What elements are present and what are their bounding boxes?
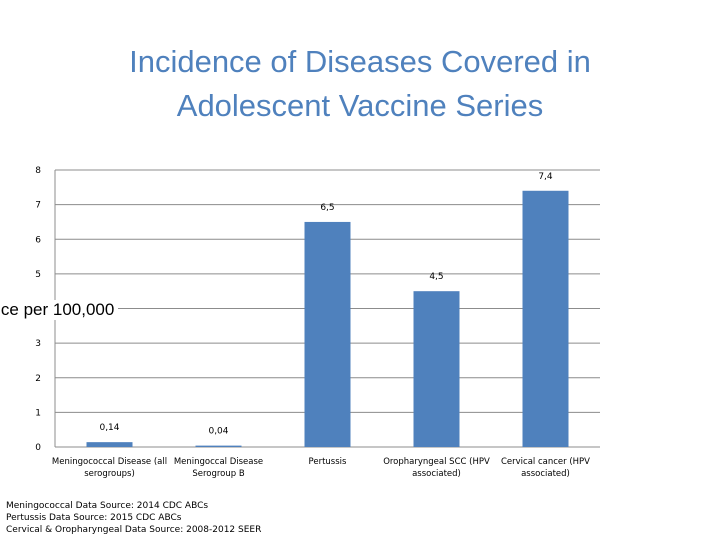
data-label-2: 6,5: [320, 203, 334, 213]
source-seer: Cervical & Oropharyngeal Data Source: 20…: [6, 525, 262, 535]
y-tick-label-7: 7: [35, 201, 41, 211]
y-tick-label-6: 6: [35, 235, 41, 245]
x-tick-label-0-1: serogroups): [84, 469, 135, 479]
title-line-1: Incidence of Diseases Covered in: [129, 44, 591, 79]
x-tick-label-4-1: associated): [521, 469, 570, 479]
y-tick-label-5: 5: [35, 270, 41, 280]
x-tick-label-1-1: Serogroup B: [192, 469, 245, 479]
x-tick-label-3-1: associated): [412, 469, 461, 479]
bar-4: [522, 190, 569, 447]
source-pertussis: Pertussis Data Source: 2015 CDC ABCs: [6, 513, 182, 523]
x-tick-label-2-0: Pertussis: [309, 457, 347, 467]
data-label-4: 7,4: [538, 172, 553, 182]
slide-title: Incidence of Diseases Covered in Adolesc…: [60, 40, 660, 128]
y-tick-label-2: 2: [35, 374, 41, 384]
y-tick-label-3: 3: [35, 339, 41, 349]
y-tick-label-8: 8: [35, 166, 41, 176]
bar-0: [86, 442, 133, 447]
x-tick-label-1-0: Meningoccal Disease: [174, 457, 263, 467]
data-label-1: 0,04: [208, 427, 228, 437]
bar-3: [413, 291, 460, 447]
y-tick-label-1: 1: [35, 408, 41, 418]
bar-1: [195, 445, 242, 447]
y-tick-label-0: 0: [35, 443, 41, 453]
data-sources: Meningococcal Data Source: 2014 CDC ABCs…: [6, 500, 261, 536]
x-tick-label-4-0: Cervical cancer (HPV: [501, 457, 590, 467]
title-line-2: Adolescent Vaccine Series: [176, 88, 544, 123]
y-axis-label: ence per 100,000: [0, 300, 119, 320]
data-label-3: 4,5: [429, 272, 443, 282]
data-label-0: 0,14: [99, 423, 119, 433]
x-tick-label-3-0: Oropharyngeal SCC (HPV: [383, 457, 490, 467]
bar-2: [304, 221, 351, 447]
source-meningococcal: Meningococcal Data Source: 2014 CDC ABCs: [6, 501, 209, 511]
x-tick-label-0-0: Meningococcal Disease (all: [52, 457, 167, 467]
